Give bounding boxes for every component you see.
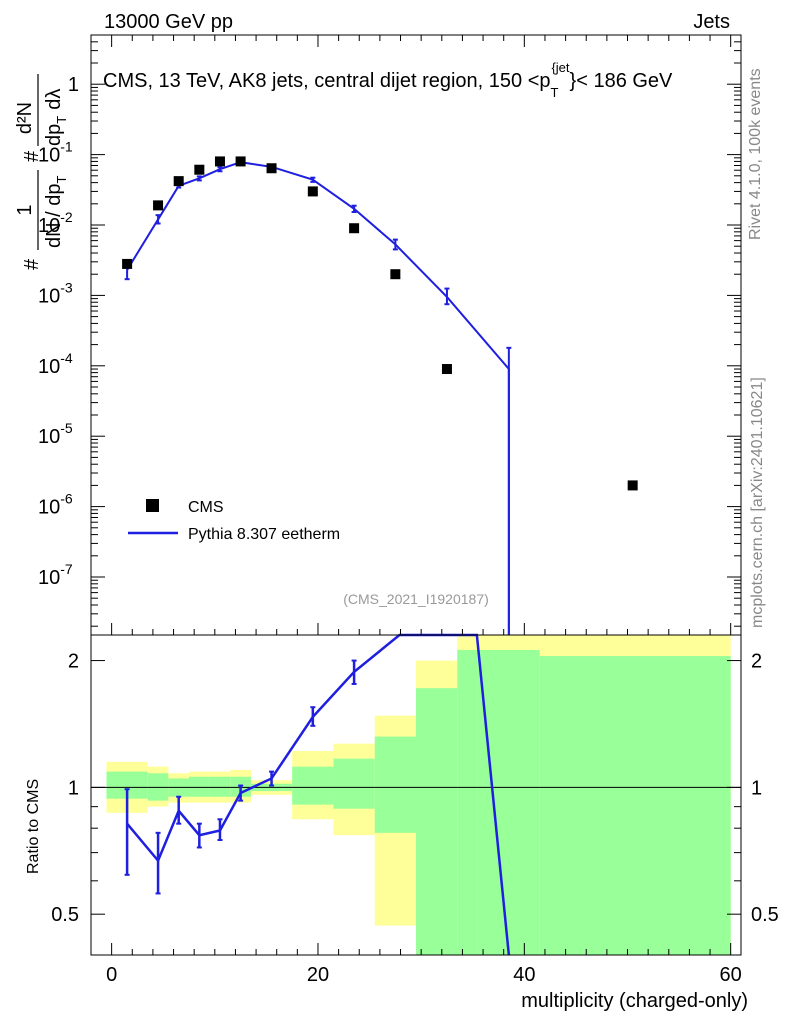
y-tick-label-main-4: 10-3 [38, 279, 73, 307]
ratio-y-tick-label-right-1: 1 [751, 777, 762, 799]
y-tick-label-main-1: 10-6 [38, 491, 73, 519]
x-tick-label-1: 20 [307, 964, 329, 986]
cms-point-6 [266, 163, 277, 174]
ratio-y-tick-label-2: 2 [68, 651, 79, 673]
cms-point-0 [122, 258, 133, 269]
x-tick-label-3: 60 [720, 964, 742, 986]
x-tick-label-0: 0 [106, 964, 117, 986]
mcplots-label: mcplots.cern.ch [arXiv:2401.10621] [749, 377, 766, 628]
legend-cms-label: CMS [188, 499, 224, 516]
axes: 0 20 40 60 10-7 10-6 10-5 10-4 10-3 10-2 10-1 1 0.5 0… [38, 34, 779, 986]
ratio-band-stat-4 [209, 776, 231, 797]
svg-text:d²N: d²N [14, 102, 36, 134]
ratio-band-stat-13 [539, 656, 731, 955]
ratio-band-stat-3 [189, 776, 210, 797]
legend-pythia-label: Pythia 8.307 eetherm [188, 526, 340, 543]
legend-cms-marker [146, 499, 159, 512]
ratio-band-stat-7 [292, 766, 334, 805]
ratio-band-stat-8 [333, 758, 375, 809]
cms-point-8 [349, 223, 360, 234]
y-tick-label-main-3: 10-4 [38, 350, 73, 378]
y-tick-label-main-5: 10-2 [38, 209, 73, 237]
ratio-y-tick-label-right-0: 0.5 [751, 904, 779, 926]
x-axis-label: multiplicity (charged-only) [521, 990, 748, 1012]
cms-point-7 [307, 186, 318, 197]
svg-text:1: 1 [14, 204, 36, 215]
y-tick-label-main-7: 1 [68, 74, 79, 96]
svg-text:#: # [21, 150, 43, 162]
ratio-y-axis-label: Ratio to CMS [25, 779, 42, 874]
svg-text:#: # [21, 258, 43, 270]
rivet-version-label: Rivet 4.1.0, 100k events [747, 68, 764, 240]
svg-text:dN / dpT: dN / dpT [43, 176, 69, 248]
ratio-band-stat-11 [457, 649, 478, 955]
cms-point-11 [627, 480, 638, 491]
cms-point-2 [173, 176, 184, 187]
ratio-band-stat-9 [374, 736, 416, 833]
main-panel-frame [90, 34, 742, 636]
chart-title: CMS, 13 TeV, AK8 jets, central dijet reg… [103, 60, 673, 100]
cms-point-4 [214, 156, 225, 167]
ratio-y-tick-label-right-2: 2 [751, 651, 762, 673]
y-tick-label-main-2: 10-5 [38, 420, 73, 448]
cms-point-1 [153, 200, 164, 211]
main-panel-data [122, 156, 638, 635]
ratio-band-stat-12 [477, 649, 540, 955]
cms-point-5 [235, 156, 246, 167]
svg-text:dpTdλ: dpTdλ [43, 89, 69, 146]
header-left: 13000 GeV pp [104, 11, 233, 33]
ratio-band-stat-10 [416, 688, 458, 955]
x-tick-label-2: 40 [513, 964, 535, 986]
cms-point-3 [194, 164, 205, 175]
y-tick-label-main-6: 10-1 [38, 139, 73, 167]
ratio-panel-frame [90, 634, 742, 956]
ratio-bands [91, 633, 741, 956]
ratio-y-tick-label-1: 1 [68, 777, 79, 799]
ratio-y-tick-label-0: 0.5 [51, 904, 79, 926]
y-axis-label: # 1 dN / dpT # d²N dpTdλ [14, 74, 69, 270]
y-tick-label-main-0: 10-7 [38, 561, 73, 589]
pythia-line [126, 161, 510, 635]
header-right: Jets [693, 11, 730, 33]
cms-point-10 [441, 364, 452, 375]
cms-point-9 [390, 269, 401, 280]
analysis-id: (CMS_2021_I1920187) [343, 591, 489, 607]
